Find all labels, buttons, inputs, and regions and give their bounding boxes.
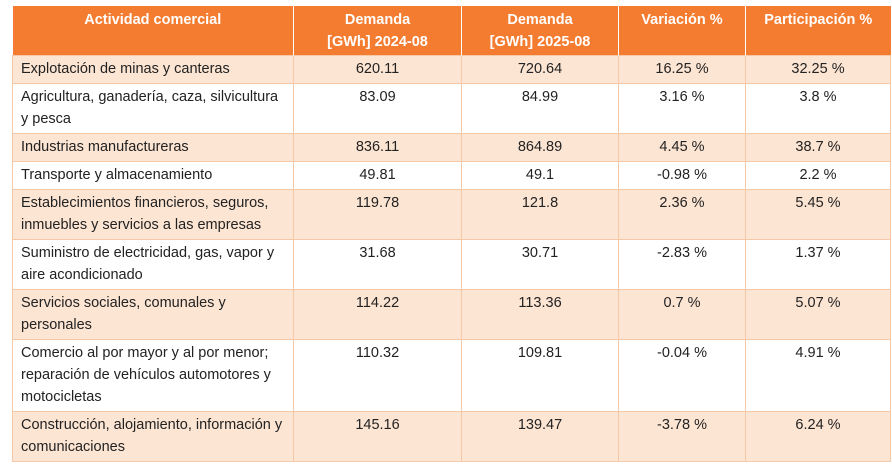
demand-2024-cell: 114.22: [293, 289, 462, 340]
header-variation: Variación %: [618, 6, 746, 56]
activity-cell: Agricultura, ganadería, caza, silvicultu…: [12, 83, 294, 134]
demand-2025-cell: 864.89: [461, 133, 619, 162]
table-row: Suministro de electricidad, gas, vapor y…: [12, 239, 891, 290]
variation-cell: 16.25 %: [618, 55, 746, 84]
variation-cell: 2.36 %: [618, 189, 746, 240]
demand-2025-cell: 84.99: [461, 83, 619, 134]
demand-2024-cell: 83.09: [293, 83, 462, 134]
table-row: Establecimientos financieros, seguros, i…: [12, 189, 891, 240]
share-cell: 5.45 %: [745, 189, 891, 240]
activity-cell: Suministro de electricidad, gas, vapor y…: [12, 239, 294, 290]
table-row: Agricultura, ganadería, caza, silvicultu…: [12, 83, 891, 134]
share-cell: 38.7 %: [745, 133, 891, 162]
variation-cell: 3.16 %: [618, 83, 746, 134]
variation-cell: 4.45 %: [618, 133, 746, 162]
demand-2025-cell: 113.36: [461, 289, 619, 340]
share-cell: 3.8 %: [745, 83, 891, 134]
share-cell: 4.91 %: [745, 339, 891, 412]
share-cell: 1.37 %: [745, 239, 891, 290]
share-cell: 32.25 %: [745, 55, 891, 84]
demand-2024-cell: 836.11: [293, 133, 462, 162]
demand-2025-cell: 30.71: [461, 239, 619, 290]
variation-cell: 0.7 %: [618, 289, 746, 340]
demand-2024-cell: 145.16: [293, 411, 462, 462]
activity-cell: Transporte y almacenamiento: [12, 161, 294, 190]
demand-2025-cell: 720.64: [461, 55, 619, 84]
variation-cell: -0.98 %: [618, 161, 746, 190]
variation-cell: -3.78 %: [618, 411, 746, 462]
demand-2025-cell: 139.47: [461, 411, 619, 462]
table-row: Transporte y almacenamiento 49.81 49.1 -…: [12, 161, 891, 190]
demand-2024-cell: 620.11: [293, 55, 462, 84]
header-activity: Actividad comercial: [12, 6, 294, 56]
header-demand-2024: Demanda [GWh] 2024-08: [293, 6, 462, 56]
demand-table: Actividad comercial Demanda [GWh] 2024-0…: [12, 6, 891, 462]
demand-2024-cell: 119.78: [293, 189, 462, 240]
table-row: Servicios sociales, comunales y personal…: [12, 289, 891, 340]
demand-2025-cell: 109.81: [461, 339, 619, 412]
demand-2024-cell: 49.81: [293, 161, 462, 190]
demand-2024-cell: 31.68: [293, 239, 462, 290]
variation-cell: -2.83 %: [618, 239, 746, 290]
table-row: Comercio al por mayor y al por menor; re…: [12, 339, 891, 412]
table-row: Explotación de minas y canteras 620.11 7…: [12, 55, 891, 84]
activity-cell: Comercio al por mayor y al por menor; re…: [12, 339, 294, 412]
activity-cell: Explotación de minas y canteras: [12, 55, 294, 84]
activity-cell: Industrias manufactureras: [12, 133, 294, 162]
header-demand-2025: Demanda [GWh] 2025-08: [461, 6, 619, 56]
header-row: Actividad comercial Demanda [GWh] 2024-0…: [12, 6, 891, 56]
table-row: Industrias manufactureras 836.11 864.89 …: [12, 133, 891, 162]
share-cell: 6.24 %: [745, 411, 891, 462]
activity-cell: Servicios sociales, comunales y personal…: [12, 289, 294, 340]
header-share: Participación %: [745, 6, 891, 56]
demand-2024-cell: 110.32: [293, 339, 462, 412]
variation-cell: -0.04 %: [618, 339, 746, 412]
demand-2025-cell: 49.1: [461, 161, 619, 190]
share-cell: 5.07 %: [745, 289, 891, 340]
activity-cell: Establecimientos financieros, seguros, i…: [12, 189, 294, 240]
activity-cell: Construcción, alojamiento, información y…: [12, 411, 294, 462]
table-row: Construcción, alojamiento, información y…: [12, 411, 891, 462]
share-cell: 2.2 %: [745, 161, 891, 190]
demand-2025-cell: 121.8: [461, 189, 619, 240]
